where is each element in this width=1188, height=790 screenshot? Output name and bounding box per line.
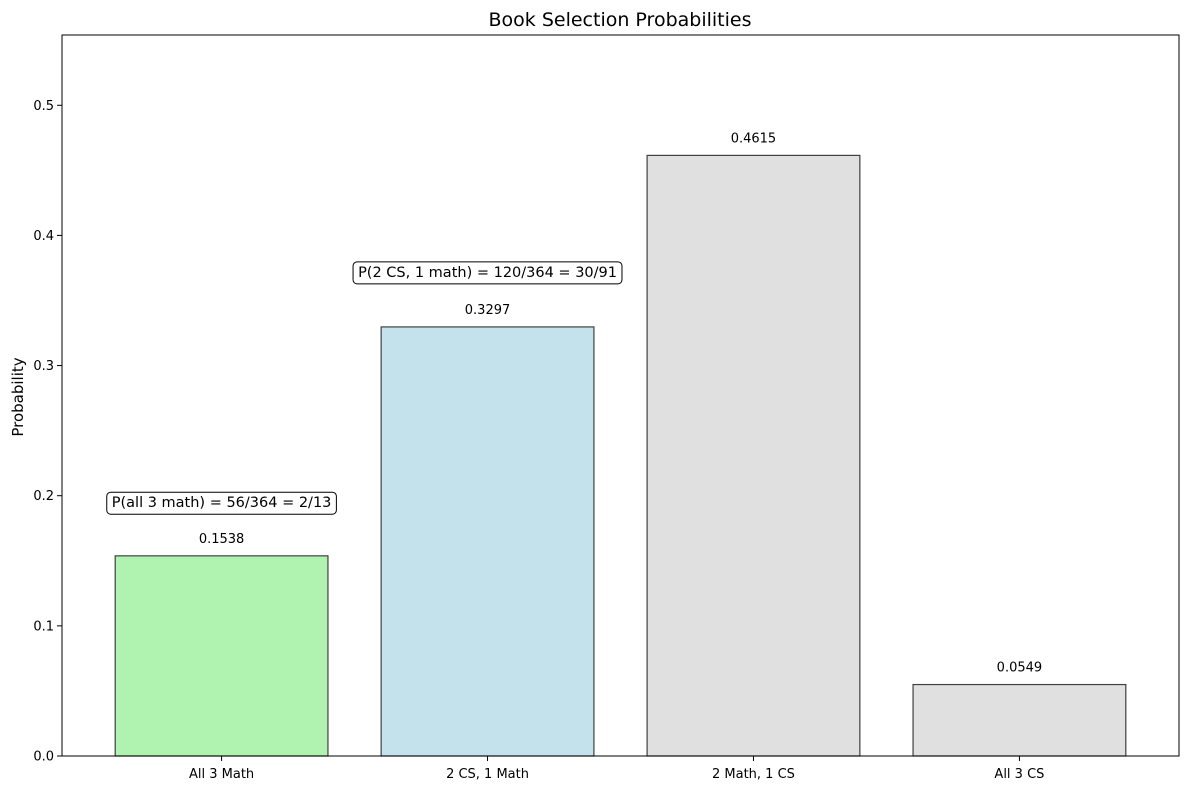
y-tick-label: 0.1	[33, 619, 54, 634]
bar-value-label: 0.0549	[997, 661, 1043, 676]
bar-value-label: 0.4615	[731, 131, 777, 146]
x-tick-label: All 3 Math	[189, 767, 254, 782]
bar	[646, 154, 861, 757]
bar	[114, 555, 329, 757]
bar-value-label: 0.1538	[199, 532, 245, 547]
annotation: P(2 CS, 1 math) = 120/364 = 30/91	[352, 261, 623, 285]
bar	[380, 326, 595, 757]
x-tick-label: All 3 CS	[994, 767, 1044, 782]
x-tick-label: 2 Math, 1 CS	[712, 767, 795, 782]
annotation-text: P(all 3 math) = 56/364 = 2/13	[112, 495, 332, 511]
y-tick-label: 0.0	[33, 750, 54, 765]
annotation-box	[106, 491, 337, 515]
bar	[912, 683, 1127, 757]
annotation-text: P(2 CS, 1 math) = 120/364 = 30/91	[358, 265, 617, 281]
y-tick-label: 0.2	[33, 489, 54, 504]
plot-frame	[61, 34, 1180, 757]
annotation-box	[352, 261, 623, 285]
y-tick-label: 0.4	[33, 229, 54, 244]
annotation: P(all 3 math) = 56/364 = 2/13	[106, 491, 337, 515]
bar-value-label: 0.3297	[465, 303, 511, 318]
y-axis-label: Probability	[9, 357, 27, 436]
y-tick-label: 0.5	[33, 99, 54, 114]
x-tick-label: 2 CS, 1 Math	[446, 767, 529, 782]
chart-title: Book Selection Probabilities	[489, 9, 752, 31]
y-tick-label: 0.3	[33, 359, 54, 374]
